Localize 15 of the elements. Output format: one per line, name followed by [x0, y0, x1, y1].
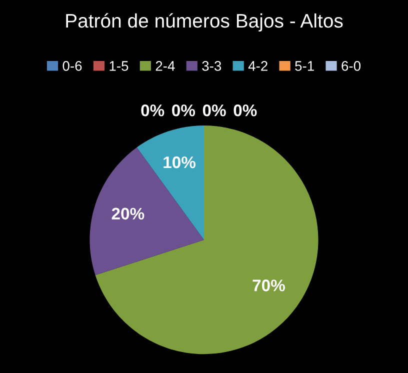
- data-label: 10%: [164, 156, 196, 168]
- text: 0%: [202, 104, 226, 116]
- legend-label: 3-3: [202, 61, 222, 71]
- data-label: 70%: [252, 280, 285, 292]
- legend-label: 1-5: [110, 61, 128, 71]
- legend-label: 5-1: [295, 61, 314, 71]
- legend-label: 2-4: [156, 61, 175, 71]
- text: 0%: [234, 104, 257, 116]
- legend-label: 4-2: [248, 61, 268, 71]
- text: 0%: [172, 104, 196, 116]
- text: 0%: [141, 104, 164, 116]
- legend-label: 6-0: [342, 61, 361, 71]
- chart-title: Patrón de números Bajos - Altos: [66, 13, 343, 32]
- data-label: 20%: [112, 208, 144, 220]
- legend-label: 0-6: [62, 61, 82, 71]
